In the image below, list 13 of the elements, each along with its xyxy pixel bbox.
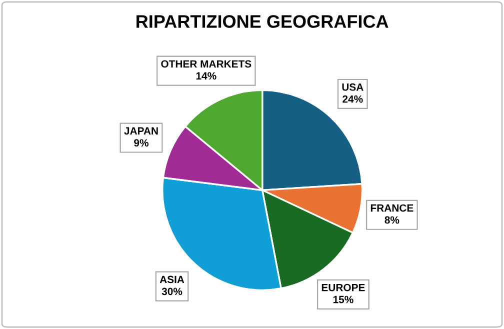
slice-label: JAPAN <box>124 127 158 135</box>
data-label: 8% <box>384 216 400 224</box>
slice-label: FRANCE <box>370 204 414 212</box>
chart-title: RIPARTIZIONE GEOGRAFICA <box>136 15 388 28</box>
data-label: 30% <box>162 288 182 296</box>
data-label: 15% <box>333 296 354 304</box>
slice-label: EUROPE <box>322 284 365 292</box>
slice-label: USA <box>342 83 364 91</box>
data-label: 9% <box>134 139 148 147</box>
data-label: 24% <box>342 95 363 103</box>
data-label: 14% <box>196 72 216 80</box>
slice-label: OTHER MARKETS <box>161 60 252 68</box>
slice-label: ASIA <box>160 276 184 284</box>
